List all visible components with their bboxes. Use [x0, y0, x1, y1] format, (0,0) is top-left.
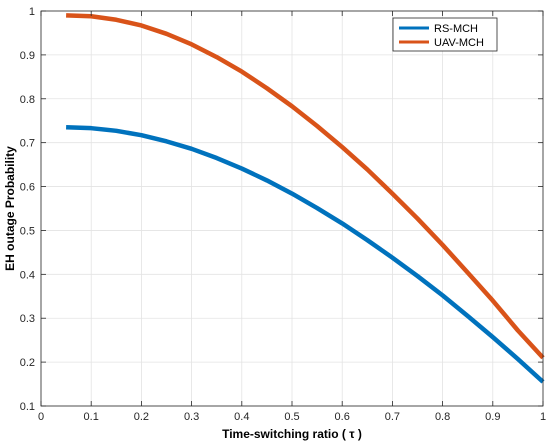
series-line-rs-mch — [66, 125, 545, 384]
x-tick-label: 0.9 — [485, 411, 500, 423]
x-tick-label: 0.8 — [435, 411, 450, 423]
series-line-uav-mch — [66, 13, 545, 360]
x-tick-label: 0.6 — [335, 411, 350, 423]
x-tick-label: 1 — [540, 411, 546, 423]
series-layer — [66, 13, 545, 384]
x-tick-label: 0.4 — [234, 411, 249, 423]
y-tick-label: 0.9 — [20, 50, 35, 62]
legend-label: RS-MCH — [434, 23, 478, 35]
x-tick-label: 0.5 — [284, 411, 299, 423]
y-tick-label: 0.3 — [20, 313, 35, 325]
y-tick-label: 1 — [29, 6, 35, 18]
x-tick-label: 0.7 — [385, 411, 400, 423]
y-tick-label: 0.7 — [20, 138, 35, 150]
y-tick-label: 0.6 — [20, 182, 35, 194]
x-axis-label: Time-switching ratio ( τ ) — [222, 427, 362, 441]
x-tick-label: 0 — [38, 411, 44, 423]
legend-label: UAV-MCH — [434, 37, 484, 49]
y-tick-label: 0.8 — [20, 94, 35, 106]
legend: RS-MCH UAV-MCH — [392, 17, 498, 52]
y-tick-label: 0.2 — [20, 357, 35, 369]
y-tick-label: 0.1 — [20, 401, 35, 413]
y-tick-label: 0.4 — [20, 269, 35, 281]
x-tick-label: 0.2 — [134, 411, 149, 423]
axis-ticks: 0 0.1 0.2 0.3 0.4 0.5 0.6 0.7 0.8 0.9 10.10.20.30.… — [20, 6, 546, 423]
x-tick-label: 0.1 — [84, 411, 99, 423]
y-tick-label: 0.5 — [20, 225, 35, 237]
legend-box — [392, 17, 498, 52]
y-axis-label: EH outage Probability — [3, 146, 17, 271]
x-tick-label: 0.3 — [184, 411, 199, 423]
